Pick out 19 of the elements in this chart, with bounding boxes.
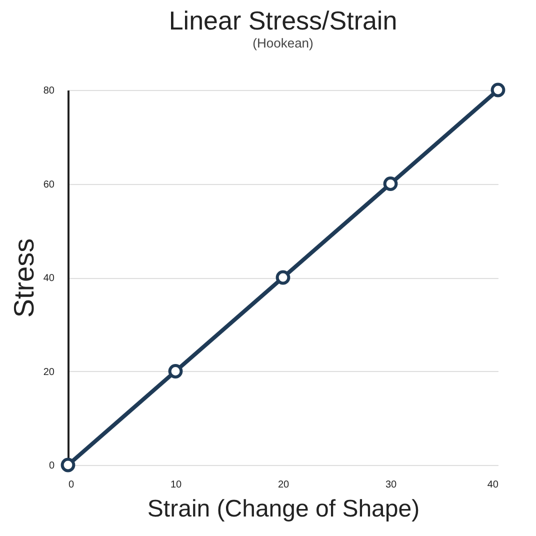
point (276, 270, 290, 285)
x-tick-label: 30 (385, 480, 397, 490)
point (60, 458, 76, 472)
point (383, 176, 398, 191)
y-tick-label: 60 (43, 179, 55, 190)
chart-title: Linear Stress/Strain (168, 5, 398, 36)
y-tick-label: 80 (43, 86, 55, 96)
point (168, 364, 183, 378)
x-tick-label: 0 (68, 480, 74, 490)
chart-subtitle: (Hookean) (252, 35, 314, 50)
point (490, 82, 506, 98)
x-tick-label: 10 (170, 480, 182, 490)
x-axis-title: Strain (Change of Shape) (147, 496, 420, 522)
y-tick-label: 20 (43, 366, 55, 378)
x-tick-label: 20 (278, 480, 290, 490)
y-tick-label: 40 (43, 273, 55, 284)
y-tick-label: 0 (48, 460, 55, 472)
x-tick-label: 40 (487, 480, 499, 490)
y-axis-title: Stress (8, 238, 40, 318)
